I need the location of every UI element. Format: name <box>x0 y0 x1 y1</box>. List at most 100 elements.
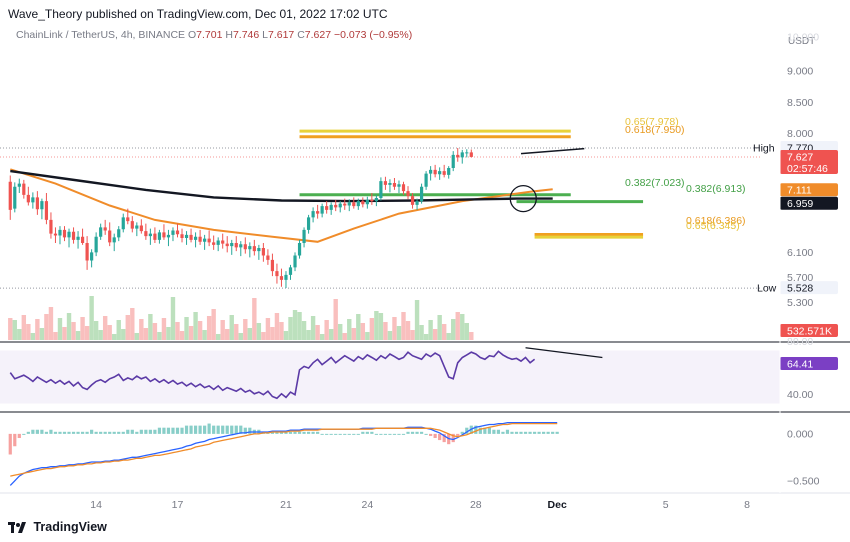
time-tick: 17 <box>172 499 184 511</box>
volume-bar <box>446 333 451 340</box>
volume-bar <box>432 329 438 340</box>
macd-histogram-bar <box>58 431 62 434</box>
macd-histogram-bar <box>180 427 184 434</box>
candle <box>193 236 198 240</box>
volume-bar <box>234 324 239 340</box>
volume-bar <box>437 315 442 340</box>
volume-bar <box>401 312 406 340</box>
candle <box>347 202 351 206</box>
macd-histogram-bar <box>510 431 514 434</box>
volume-bar <box>460 314 465 340</box>
candle <box>90 252 94 261</box>
macd-histogram-bar <box>166 427 171 434</box>
candle <box>302 229 306 243</box>
macd-histogram-bar <box>239 425 243 434</box>
volume-bar <box>48 307 54 340</box>
macd-histogram-bar <box>94 431 98 434</box>
volume-bar <box>378 313 384 340</box>
macd-histogram-bar <box>126 429 130 434</box>
candle <box>297 243 302 256</box>
candle <box>99 227 103 237</box>
ohlc-value-c: 7.627 <box>304 29 334 41</box>
macd-histogram-bar <box>67 431 71 434</box>
rsi-band <box>0 350 780 404</box>
volume-bar <box>66 313 72 340</box>
macd-histogram-bar <box>546 431 550 434</box>
macd-histogram-bar <box>496 429 501 434</box>
candle <box>325 206 329 210</box>
volume-bar <box>107 325 112 340</box>
volume-bar <box>310 316 316 340</box>
volume-bar <box>44 314 49 340</box>
macd-signal-line <box>10 422 558 477</box>
volume-bar <box>134 333 140 340</box>
macd-histogram-bar <box>270 431 275 434</box>
volume-bar <box>84 326 90 340</box>
volume-bar <box>464 323 469 340</box>
candle <box>148 233 152 237</box>
macd-histogram-bar <box>121 431 125 434</box>
macd-histogram-bar <box>501 431 505 434</box>
ohlc-key-h: H <box>225 29 233 41</box>
candle <box>469 152 473 157</box>
candle <box>157 232 162 240</box>
rsi-tick-faded: 80.00 <box>787 336 813 348</box>
candle <box>334 204 338 208</box>
time-tick: 5 <box>663 499 669 511</box>
candle <box>221 240 225 244</box>
time-tick: 8 <box>744 499 750 511</box>
candle <box>67 231 71 238</box>
candle <box>415 201 419 205</box>
time-tick: 24 <box>361 499 373 511</box>
tradingview-logo-icon <box>8 521 26 533</box>
price-tick: 5.300 <box>787 297 813 309</box>
macd-histogram-bar <box>157 427 162 434</box>
high-tag: High <box>753 143 775 155</box>
macd-histogram-bar <box>316 431 320 434</box>
volume-bar <box>112 334 117 340</box>
candle <box>207 238 211 243</box>
macd-histogram-bar <box>438 433 442 441</box>
volume-bar <box>387 331 393 340</box>
price-chart[interactable]: USDT 9.000 8.500 8.000 6.100 5.700 5.300 10.000… <box>0 0 850 520</box>
last-price-countdown: 02:57:46 <box>787 163 828 175</box>
macd-histogram-bar <box>451 433 455 443</box>
ma-black-line <box>10 169 553 203</box>
annotation-circle <box>509 184 537 213</box>
candle <box>225 243 229 247</box>
candle <box>243 244 247 250</box>
volume-bar <box>288 317 293 340</box>
macd-histogram-bar <box>17 433 21 438</box>
volume-bar <box>419 325 424 340</box>
macd-tick: 0.000 <box>787 428 813 440</box>
macd-histogram-bar <box>108 431 112 434</box>
candle <box>26 194 30 203</box>
macd-histogram-bar <box>153 429 157 434</box>
volume-bar <box>35 319 40 340</box>
volume-bar <box>441 324 447 340</box>
candle <box>293 255 297 268</box>
candle <box>465 152 469 154</box>
volume-bar <box>206 316 212 340</box>
candle <box>76 236 80 240</box>
volume-bar <box>17 329 22 340</box>
candle <box>58 229 62 236</box>
volume-bar <box>116 320 121 340</box>
macd-histogram-bar <box>551 431 555 434</box>
candle <box>306 217 311 230</box>
macd-histogram-bar <box>542 431 546 434</box>
candle <box>401 184 406 192</box>
publisher-line: Wave_Theory published on TradingView.com… <box>8 7 388 21</box>
volume-bar <box>428 320 433 340</box>
rsi-value: 64.41 <box>787 359 813 371</box>
macd-histogram-bar <box>320 433 324 435</box>
candle <box>370 199 374 202</box>
volume-bar <box>179 331 185 340</box>
candle <box>230 243 234 247</box>
macd-histogram-bar <box>370 431 374 434</box>
macd-histogram-bar <box>44 431 49 434</box>
volume-bar <box>184 317 189 340</box>
volume-bar <box>238 333 243 340</box>
volume-bar <box>152 323 158 340</box>
volume-value-value: 532.571K <box>787 326 832 338</box>
